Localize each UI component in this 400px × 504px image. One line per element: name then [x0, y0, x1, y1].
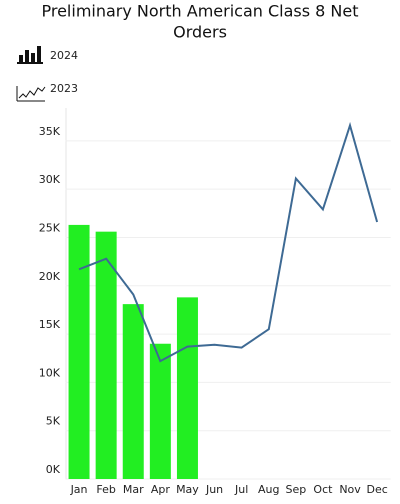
x-tick-label: Feb: [96, 483, 115, 496]
y-tick-label: 25K: [39, 221, 61, 234]
y-tick-label: 5K: [46, 415, 61, 428]
x-tick-label: Dec: [367, 483, 388, 496]
legend-icon-bar: [17, 46, 43, 64]
x-tick-label: Sep: [285, 483, 306, 496]
line: [78, 121, 379, 363]
y-tick-label: 0K: [46, 463, 61, 476]
bar: [68, 224, 90, 479]
y-tick-label: 20K: [39, 270, 61, 283]
legend-label: 2023: [50, 82, 78, 95]
bar: [122, 304, 144, 479]
y-tick-label: 35K: [39, 125, 61, 138]
x-tick-label: Jul: [234, 483, 248, 496]
x-tick-label: Mar: [123, 483, 144, 496]
y-tick-label: 15K: [39, 318, 61, 331]
x-tick-label: Jan: [70, 483, 88, 496]
x-tick-label: May: [176, 483, 199, 496]
bar: [95, 231, 117, 479]
x-tick-label: Jun: [205, 483, 223, 496]
bar: [176, 297, 198, 479]
x-tick-label: Aug: [258, 483, 279, 496]
bar: [149, 343, 171, 479]
x-tick-label: Apr: [151, 483, 171, 496]
legend-icon-line: [16, 86, 46, 102]
x-tick-label: Nov: [339, 483, 361, 496]
y-tick-label: 10K: [39, 366, 61, 379]
chart-title: Orders: [173, 23, 227, 42]
legend-label: 2024: [50, 49, 78, 62]
x-tick-label: Oct: [313, 483, 333, 496]
y-tick-label: 30K: [39, 173, 61, 186]
chart-title: Preliminary North American Class 8 Net: [41, 2, 358, 21]
